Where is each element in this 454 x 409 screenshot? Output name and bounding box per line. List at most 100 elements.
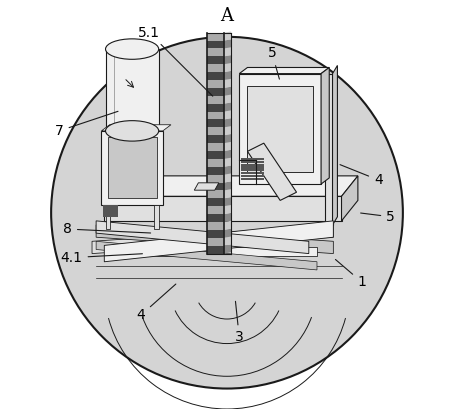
- Ellipse shape: [105, 39, 159, 59]
- Polygon shape: [224, 103, 231, 112]
- Polygon shape: [224, 63, 231, 72]
- Polygon shape: [224, 87, 231, 96]
- Polygon shape: [224, 221, 231, 230]
- Polygon shape: [104, 207, 118, 209]
- Polygon shape: [239, 67, 329, 74]
- Polygon shape: [207, 119, 224, 127]
- Polygon shape: [105, 49, 159, 131]
- Polygon shape: [242, 178, 264, 180]
- Polygon shape: [96, 221, 309, 254]
- Text: 3: 3: [235, 301, 244, 344]
- Polygon shape: [207, 246, 224, 254]
- Polygon shape: [242, 175, 264, 177]
- Polygon shape: [224, 213, 231, 222]
- Polygon shape: [242, 158, 264, 160]
- Polygon shape: [224, 71, 231, 80]
- Polygon shape: [224, 150, 231, 159]
- Text: 5: 5: [267, 46, 279, 79]
- Polygon shape: [104, 215, 118, 217]
- Polygon shape: [224, 39, 231, 49]
- Polygon shape: [194, 183, 219, 190]
- Polygon shape: [239, 74, 321, 184]
- Text: 1: 1: [336, 259, 366, 289]
- Polygon shape: [247, 86, 313, 172]
- Polygon shape: [207, 104, 224, 112]
- Polygon shape: [207, 127, 224, 135]
- Polygon shape: [207, 198, 224, 206]
- Text: 4: 4: [137, 284, 176, 322]
- Polygon shape: [207, 238, 224, 246]
- Polygon shape: [108, 137, 157, 198]
- Text: 8: 8: [63, 222, 151, 236]
- Polygon shape: [242, 164, 264, 166]
- Polygon shape: [207, 40, 224, 49]
- Polygon shape: [224, 134, 231, 143]
- Polygon shape: [224, 94, 231, 104]
- Polygon shape: [101, 131, 163, 204]
- Polygon shape: [104, 196, 341, 221]
- Polygon shape: [104, 205, 118, 207]
- Polygon shape: [207, 167, 224, 175]
- Polygon shape: [247, 143, 296, 200]
- Polygon shape: [224, 197, 231, 206]
- Polygon shape: [224, 236, 231, 246]
- Polygon shape: [224, 55, 231, 64]
- Polygon shape: [207, 72, 224, 80]
- Text: A: A: [221, 7, 233, 25]
- Polygon shape: [207, 56, 224, 64]
- Polygon shape: [207, 33, 224, 40]
- Polygon shape: [207, 96, 224, 104]
- Polygon shape: [113, 247, 317, 256]
- Text: 5: 5: [360, 210, 395, 224]
- Polygon shape: [332, 65, 337, 225]
- Polygon shape: [242, 161, 264, 163]
- Polygon shape: [104, 176, 358, 196]
- Polygon shape: [96, 241, 317, 270]
- Circle shape: [51, 37, 403, 389]
- Polygon shape: [224, 205, 231, 214]
- Polygon shape: [92, 225, 333, 254]
- Polygon shape: [224, 142, 231, 151]
- Polygon shape: [207, 135, 224, 143]
- Polygon shape: [224, 126, 231, 135]
- Polygon shape: [224, 118, 231, 127]
- Polygon shape: [242, 166, 264, 169]
- Polygon shape: [224, 181, 231, 191]
- Polygon shape: [207, 151, 224, 159]
- Polygon shape: [224, 189, 231, 198]
- Polygon shape: [224, 110, 231, 119]
- Polygon shape: [224, 245, 231, 254]
- Polygon shape: [224, 47, 231, 56]
- Polygon shape: [207, 80, 224, 88]
- Polygon shape: [224, 79, 231, 88]
- Polygon shape: [104, 213, 118, 215]
- Polygon shape: [242, 169, 264, 171]
- Polygon shape: [224, 31, 231, 40]
- Polygon shape: [207, 191, 224, 198]
- Polygon shape: [104, 221, 333, 262]
- Polygon shape: [105, 204, 110, 229]
- Polygon shape: [207, 143, 224, 151]
- Polygon shape: [341, 176, 358, 221]
- Polygon shape: [242, 172, 264, 174]
- Polygon shape: [207, 230, 224, 238]
- Polygon shape: [321, 67, 329, 184]
- Polygon shape: [224, 166, 231, 175]
- Polygon shape: [207, 206, 224, 214]
- Polygon shape: [104, 211, 118, 213]
- Polygon shape: [207, 182, 224, 191]
- Polygon shape: [207, 214, 224, 222]
- Polygon shape: [224, 158, 231, 167]
- Polygon shape: [101, 125, 171, 131]
- Polygon shape: [325, 74, 332, 225]
- Polygon shape: [224, 229, 231, 238]
- Polygon shape: [207, 112, 224, 119]
- Text: 4: 4: [340, 165, 383, 187]
- Text: 4.1: 4.1: [60, 251, 143, 265]
- Polygon shape: [104, 209, 118, 211]
- Polygon shape: [207, 175, 224, 182]
- Polygon shape: [224, 173, 231, 182]
- Polygon shape: [207, 49, 224, 56]
- Text: 7: 7: [55, 111, 118, 138]
- Polygon shape: [207, 88, 224, 96]
